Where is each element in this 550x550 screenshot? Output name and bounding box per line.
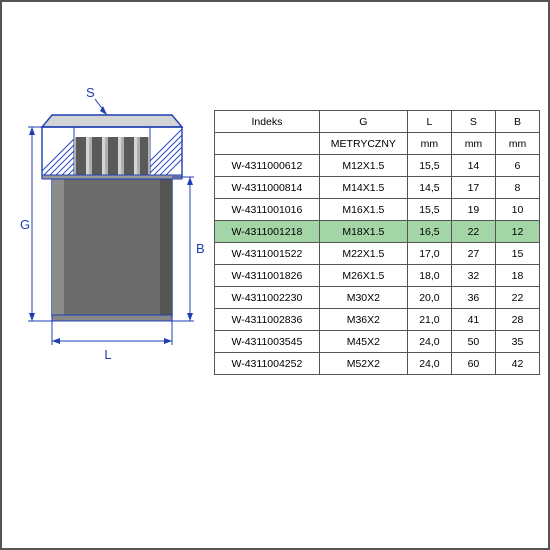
table-cell: 8 — [495, 177, 539, 199]
table-row: W-4311002230M30X220,03622 — [215, 287, 540, 309]
table-cell: W-4311000814 — [215, 177, 320, 199]
table-cell: 21,0 — [407, 309, 451, 331]
col-header-b: B — [495, 111, 539, 133]
dim-g: G — [20, 127, 52, 321]
table-cell: 15 — [495, 243, 539, 265]
table-cell: M16X1.5 — [319, 199, 407, 221]
table-cell: W-4311002836 — [215, 309, 320, 331]
label-s: S — [86, 87, 95, 100]
table-cell: M45X2 — [319, 331, 407, 353]
table-cell: 36 — [451, 287, 495, 309]
table-cell: W-4311001826 — [215, 265, 320, 287]
table-units-row: METRYCZNY mm mm mm — [215, 133, 540, 155]
table-cell: M36X2 — [319, 309, 407, 331]
col-header-indeks: Indeks — [215, 111, 320, 133]
spec-table-wrap: Indeks G L S B METRYCZNY mm mm mm W-4311… — [214, 110, 540, 375]
table-cell: W-4311001218 — [215, 221, 320, 243]
table-cell: 14,5 — [407, 177, 451, 199]
table-row: W-4311002836M36X221,04128 — [215, 309, 540, 331]
dim-l: L — [52, 321, 172, 362]
table-cell: M52X2 — [319, 353, 407, 375]
table-cell: W-4311001016 — [215, 199, 320, 221]
table-row: W-4311004252M52X224,06042 — [215, 353, 540, 375]
table-cell: M18X1.5 — [319, 221, 407, 243]
table-row: W-4311001522M22X1.517,02715 — [215, 243, 540, 265]
table-cell: W-4311003545 — [215, 331, 320, 353]
table-cell: 18,0 — [407, 265, 451, 287]
table-cell: 17 — [451, 177, 495, 199]
table-cell: 17,0 — [407, 243, 451, 265]
table-cell: 22 — [495, 287, 539, 309]
table-cell: 32 — [451, 265, 495, 287]
table-cell: 18 — [495, 265, 539, 287]
threads — [74, 137, 150, 177]
table-header-row: Indeks G L S B — [215, 111, 540, 133]
frame: S — [0, 0, 550, 550]
table-cell: W-4311001522 — [215, 243, 320, 265]
table-cell: 16,5 — [407, 221, 451, 243]
table-cell: 60 — [451, 353, 495, 375]
table-row: W-4311001016M16X1.515,51910 — [215, 199, 540, 221]
table-cell: 15,5 — [407, 199, 451, 221]
table-cell: 24,0 — [407, 353, 451, 375]
body — [42, 175, 182, 321]
table-cell: 12 — [495, 221, 539, 243]
table-cell: 24,0 — [407, 331, 451, 353]
col-header-s: S — [451, 111, 495, 133]
table-cell: 10 — [495, 199, 539, 221]
table-row: W-4311001218M18X1.516,52212 — [215, 221, 540, 243]
table-cell: M14X1.5 — [319, 177, 407, 199]
table-cell: M26X1.5 — [319, 265, 407, 287]
col-header-l: L — [407, 111, 451, 133]
table-cell: 15,5 — [407, 155, 451, 177]
svg-text:G: G — [20, 217, 30, 232]
part-diagram: S — [12, 87, 207, 367]
table-cell: 6 — [495, 155, 539, 177]
table-cell: 19 — [451, 199, 495, 221]
table-cell: 28 — [495, 309, 539, 331]
table-cell: 14 — [451, 155, 495, 177]
table-cell: 42 — [495, 353, 539, 375]
table-cell: W-4311002230 — [215, 287, 320, 309]
table-cell: 22 — [451, 221, 495, 243]
table-cell: M12X1.5 — [319, 155, 407, 177]
table-cell: 50 — [451, 331, 495, 353]
table-cell: 20,0 — [407, 287, 451, 309]
table-row: W-4311000612M12X1.515,5146 — [215, 155, 540, 177]
table-cell: 41 — [451, 309, 495, 331]
table-row: W-4311001826M26X1.518,03218 — [215, 265, 540, 287]
col-header-g: G — [319, 111, 407, 133]
svg-text:L: L — [104, 347, 111, 362]
table-body: W-4311000612M12X1.515,5146W-4311000814M1… — [215, 155, 540, 375]
dim-b: B — [172, 177, 205, 321]
table-cell: M30X2 — [319, 287, 407, 309]
table-cell: M22X1.5 — [319, 243, 407, 265]
diagram-svg: S — [12, 87, 207, 367]
svg-text:B: B — [196, 241, 205, 256]
table-cell: 35 — [495, 331, 539, 353]
table-row: W-4311003545M45X224,05035 — [215, 331, 540, 353]
spec-table: Indeks G L S B METRYCZNY mm mm mm W-4311… — [214, 110, 540, 375]
table-cell: W-4311004252 — [215, 353, 320, 375]
table-row: W-4311000814M14X1.514,5178 — [215, 177, 540, 199]
table-cell: 27 — [451, 243, 495, 265]
table-cell: W-4311000612 — [215, 155, 320, 177]
